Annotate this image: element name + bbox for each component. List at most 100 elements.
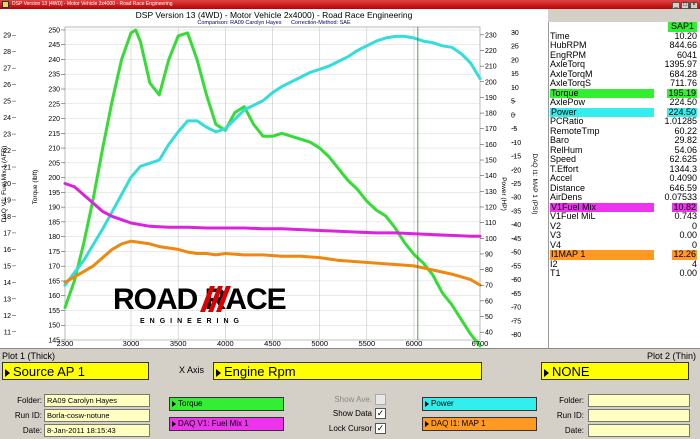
power-tick-label: 160 — [485, 142, 497, 149]
plot2-folder-field[interactable] — [588, 394, 690, 407]
chart-title: DSP Version 13 (4WD) - Motor Vehicle 2x4… — [135, 10, 413, 20]
afr-tick-label: 21 — [3, 165, 11, 172]
plot1-source-select[interactable]: Source AP 1 — [2, 362, 149, 380]
plot1-date-label: Date: — [22, 426, 42, 435]
plot2-source-select[interactable]: NONE — [541, 362, 689, 380]
afr-tick-label: 14 — [3, 280, 11, 287]
plot1-folder-label: Folder: — [17, 396, 42, 405]
afr-tick-label: 12 — [3, 313, 11, 320]
comparison-label: Comparison: RA09 Carolyn Hayes — [197, 20, 282, 26]
readout-value: 54.06 — [674, 144, 697, 155]
close-button[interactable]: × — [690, 2, 698, 9]
plot2-runid-field[interactable] — [588, 409, 690, 422]
afr-tick-label: 26 — [3, 82, 11, 89]
readout-label: RemoteTmp — [550, 125, 600, 136]
readout-value: 0.4090 — [669, 173, 697, 183]
readout-label: RelHum — [550, 144, 583, 155]
dyno-chart[interactable]: ROAD RACE ENGINEERING 2300 3000 3500 4000 45… — [0, 9, 548, 348]
readout-label: Accel — [550, 173, 573, 183]
readout-value: 0.743 — [674, 211, 697, 221]
readout-value: 684.28 — [669, 68, 697, 79]
map-tick-label: -20 — [511, 167, 521, 174]
logo-stripe — [216, 286, 231, 312]
map-tick-label: -10 — [511, 140, 521, 147]
readout-row: Accel 0.4090 — [549, 173, 700, 184]
afr-tick-label: 23 — [3, 132, 11, 139]
readout-row: V1Fuel MiL 0.743 — [549, 211, 700, 222]
torque-tick-label: 215 — [48, 131, 60, 138]
readout-row: EngRPM 6041 — [549, 49, 700, 61]
logo-subtext: ENGINEERING — [140, 318, 244, 325]
x-tick-label: 3000 — [123, 339, 140, 348]
power-tick-label: 200 — [485, 79, 497, 86]
channel-map[interactable]: DAQ I1: MAP 1 — [422, 417, 537, 431]
torque-tick-label: 230 — [48, 87, 60, 94]
power-tick-label: 210 — [485, 64, 497, 71]
chart-series — [63, 28, 482, 348]
show-ave-checkbox[interactable] — [375, 394, 386, 405]
readout-row: Power 224.50 — [549, 107, 700, 117]
channel-power[interactable]: Power — [422, 397, 537, 411]
readout-label: AxleTorqM — [550, 68, 593, 79]
channel-fuel-mix-label: DAQ V1: Fuel Mix 1 — [178, 419, 249, 428]
readout-value: 711.76 — [670, 78, 697, 88]
torque-tick-label: 165 — [48, 278, 60, 285]
torque-tick-label: 175 — [48, 249, 60, 256]
readout-value: 4 — [691, 258, 697, 269]
readout-row: V2 0 — [549, 221, 700, 232]
dropdown-arrow-icon — [172, 420, 176, 427]
xaxis-value: Engine Rpm — [224, 364, 296, 379]
readout-row: I1MAP 1 12.26 — [549, 249, 700, 260]
maximize-button[interactable]: □ — [681, 2, 689, 9]
afr-axis-label: DAQ V1: Fuel Mix 1 (AFR) — [1, 146, 8, 223]
plot1-date-field[interactable]: 8-Jan-2011 18:15:43 — [44, 424, 150, 437]
readout-row: RelHum 54.06 — [549, 144, 700, 156]
logo-stripe — [208, 286, 223, 312]
power-tick-label: 40 — [485, 330, 493, 337]
channel-fuel-mix[interactable]: DAQ V1: Fuel Mix 1 — [169, 417, 284, 431]
map-tick-label: -75 — [511, 318, 521, 325]
x-tick-label: 4000 — [217, 339, 234, 348]
show-data-checkbox[interactable]: ✓ — [375, 408, 386, 419]
readout-label: HubRPM — [550, 40, 587, 50]
power-tick-label: 220 — [485, 48, 497, 55]
readout-label: EngRPM — [550, 49, 587, 60]
map-tick-label: -30 — [511, 195, 521, 202]
torque-tick-label: 245 — [48, 42, 60, 49]
readout-value: 224.50 — [669, 97, 697, 107]
map-tick-label: -45 — [511, 236, 521, 243]
power-tick-label: 100 — [485, 236, 497, 243]
readout-label: Power — [550, 107, 654, 117]
power-tick-label: 50 — [485, 314, 493, 321]
torque-tick-label: 210 — [48, 146, 60, 153]
readout-value: 0.00 — [679, 268, 697, 278]
readout-value: 1395.97 — [664, 59, 697, 69]
readout-header-label: SAP1 — [667, 21, 697, 32]
map-tick-label: -15 — [511, 154, 521, 161]
plot1-runid-field[interactable]: Borla-cosw-notune — [44, 409, 150, 422]
show-ave-label: Show Ave. — [334, 395, 372, 404]
power-tick-label: 60 — [485, 298, 493, 305]
readout-row: AxleTorq 1395.97 — [549, 59, 700, 70]
minimize-button[interactable]: _ — [672, 2, 680, 9]
channel-torque[interactable]: Torque — [169, 397, 284, 411]
torque-tick-label: 225 — [48, 101, 60, 108]
map-tick-label: -55 — [511, 263, 521, 270]
readout-label: Distance — [550, 182, 586, 193]
map-tick-label: -35 — [511, 208, 521, 215]
lock-cursor-checkbox[interactable]: ✓ — [375, 423, 386, 434]
torque-tick-label: 205 — [48, 160, 60, 167]
map-tick-label: 25 — [511, 44, 519, 51]
readout-label: Torque — [550, 88, 654, 98]
xaxis-select[interactable]: Engine Rpm — [213, 362, 482, 380]
readout-value: 6041 — [676, 49, 697, 60]
afr-tick-label: 25 — [3, 99, 11, 106]
plot2-date-field[interactable] — [588, 424, 690, 437]
plot1-folder-field[interactable]: RA09 Carolyn Hayes — [44, 394, 150, 407]
map-tick-label: 30 — [511, 30, 519, 37]
afr-tick-label: 16 — [3, 247, 11, 254]
plot2-date-label: Date: — [564, 426, 584, 435]
xaxis-label: X Axis — [179, 365, 205, 375]
torque-tick-label: 180 — [48, 234, 60, 241]
chart-area[interactable]: DSP Version 13 (4WD) - Motor Vehicle 2x4… — [0, 9, 548, 348]
